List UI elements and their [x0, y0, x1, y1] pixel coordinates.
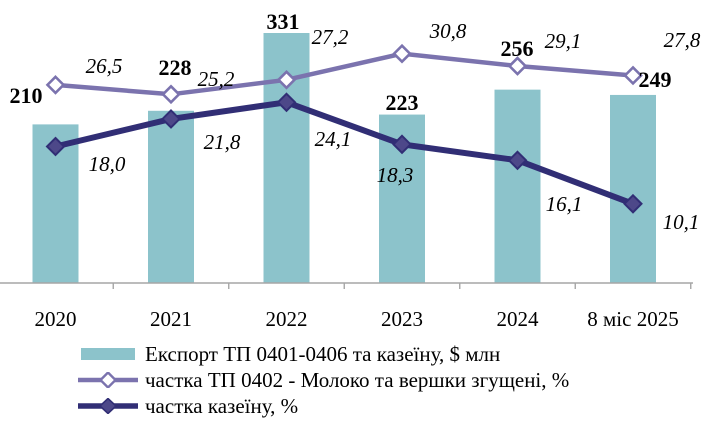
svg-text:2023: 2023	[381, 307, 423, 331]
svg-text:29,1: 29,1	[545, 29, 582, 53]
legend-label-casein-share: частка казеїну, %	[145, 394, 299, 418]
svg-text:18,3: 18,3	[377, 163, 414, 187]
svg-text:2022: 2022	[266, 307, 308, 331]
svg-text:256: 256	[501, 36, 534, 61]
bar-swatch-icon	[81, 348, 135, 360]
svg-text:26,5: 26,5	[86, 54, 123, 78]
legend-label-milk-share: частка ТП 0402 - Молоко та вершки згущен…	[145, 368, 570, 392]
plot-area: 210 228 331 223 256 249 26,5 25,2 27,2 30,8 29,1 27…	[0, 9, 701, 331]
svg-text:21,8: 21,8	[204, 130, 241, 154]
svg-text:2021: 2021	[150, 307, 192, 331]
legend-item-casein-share: частка казеїну, %	[78, 393, 569, 419]
svg-text:18,0: 18,0	[89, 152, 126, 176]
svg-text:249: 249	[639, 67, 672, 92]
svg-text:8 міс 2025: 8 міс 2025	[587, 307, 678, 331]
svg-text:30,8: 30,8	[429, 19, 467, 43]
legend: Експорт ТП 0401-0406 та казеїну, $ млн ч…	[78, 341, 569, 419]
svg-text:24,1: 24,1	[315, 127, 352, 151]
legend-label-export: Експорт ТП 0401-0406 та казеїну, $ млн	[145, 342, 501, 366]
svg-text:27,2: 27,2	[312, 25, 349, 49]
svg-text:16,1: 16,1	[546, 192, 583, 216]
filled-diamond-line-icon	[78, 398, 138, 414]
svg-text:2020: 2020	[35, 307, 77, 331]
svg-text:27,8: 27,8	[664, 28, 701, 52]
svg-text:10,1: 10,1	[663, 210, 700, 234]
legend-item-export-bar: Експорт ТП 0401-0406 та казеїну, $ млн	[78, 341, 569, 367]
svg-text:25,2: 25,2	[198, 67, 235, 91]
svg-text:2024: 2024	[497, 307, 540, 331]
svg-text:223: 223	[386, 90, 419, 115]
svg-text:228: 228	[159, 55, 192, 80]
legend-item-milk-share: частка ТП 0402 - Молоко та вершки згущен…	[78, 367, 569, 393]
svg-text:331: 331	[267, 9, 300, 34]
open-diamond-line-icon	[78, 372, 138, 388]
svg-text:210: 210	[10, 83, 43, 108]
